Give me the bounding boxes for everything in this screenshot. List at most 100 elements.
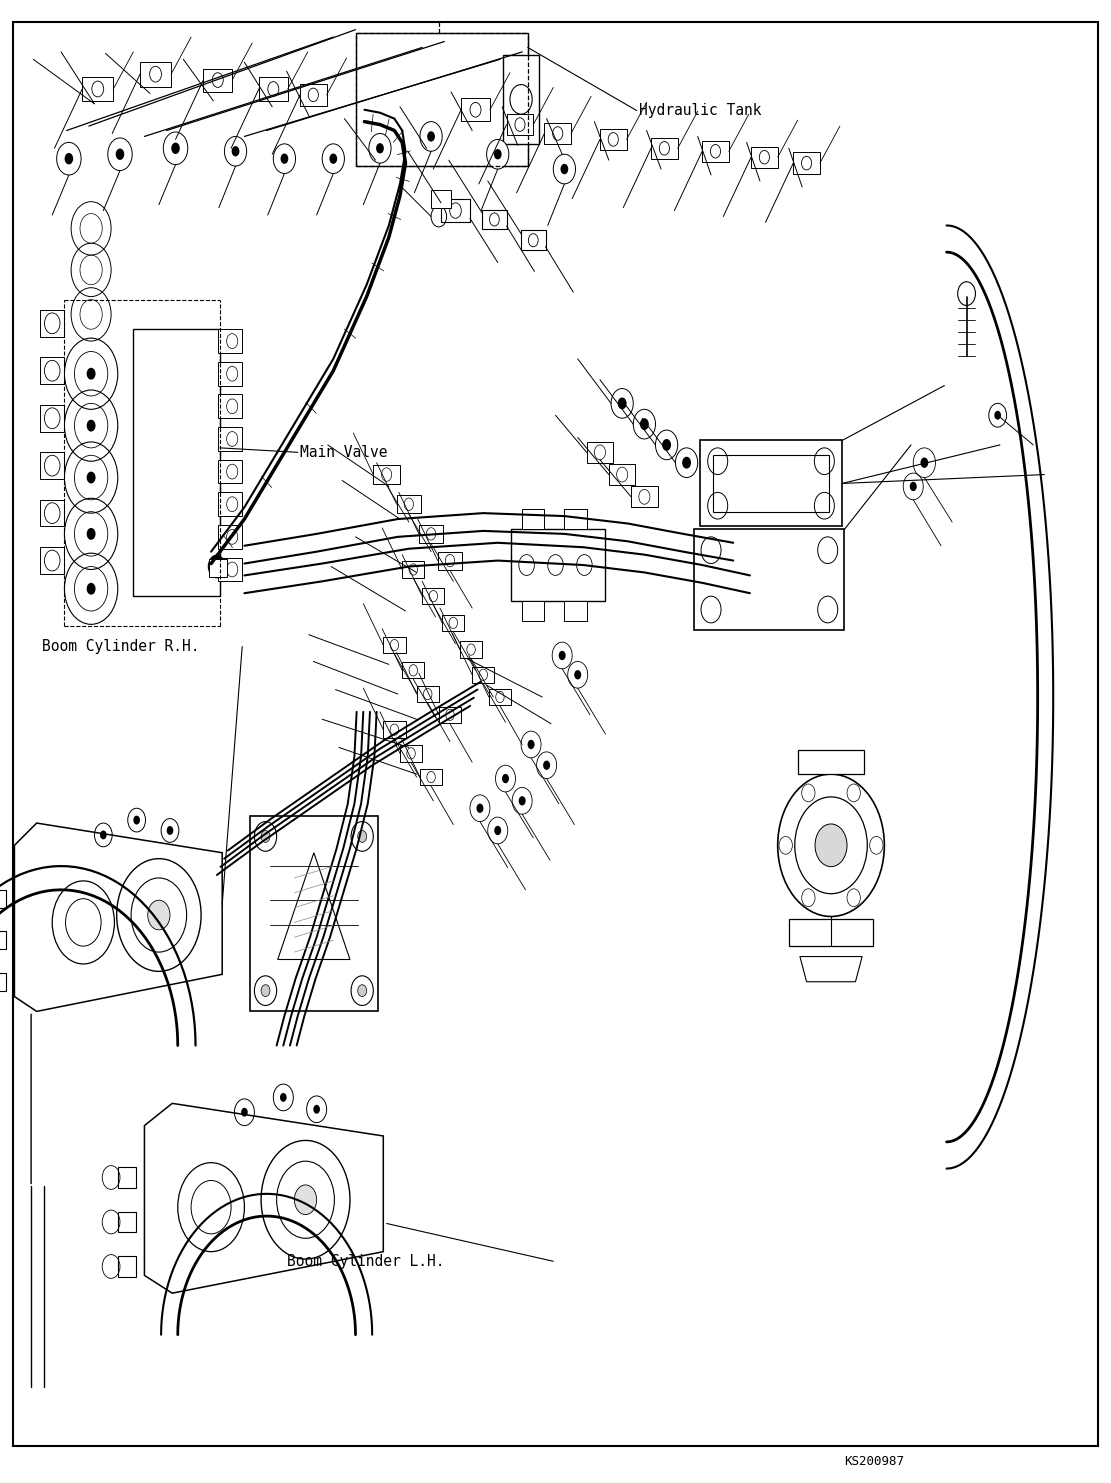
Bar [417, 685, 439, 701]
Bar [40, 405, 64, 432]
Circle shape [261, 985, 270, 997]
Circle shape [87, 420, 96, 432]
Bar [438, 552, 462, 569]
Bar [218, 492, 242, 516]
Bar [544, 123, 571, 144]
Circle shape [920, 457, 928, 469]
Bar [489, 688, 511, 704]
Circle shape [958, 282, 975, 305]
Bar [40, 452, 64, 479]
Circle shape [87, 368, 96, 380]
Circle shape [358, 830, 367, 842]
Bar [522, 509, 544, 529]
Bar [431, 190, 451, 208]
Bar [118, 1256, 136, 1277]
Bar [609, 464, 635, 485]
Circle shape [910, 482, 917, 491]
Bar [694, 529, 844, 630]
Text: Boom Cylinder R.H.: Boom Cylinder R.H. [42, 639, 200, 654]
Bar [631, 486, 658, 507]
Bar [402, 661, 424, 678]
Bar [402, 561, 424, 577]
Circle shape [100, 830, 107, 839]
Circle shape [994, 411, 1001, 420]
Bar [442, 614, 464, 632]
Circle shape [618, 397, 627, 409]
Circle shape [167, 826, 173, 835]
Bar [461, 98, 490, 122]
Bar [798, 750, 864, 774]
Bar [521, 230, 546, 251]
Circle shape [87, 583, 96, 595]
Bar [383, 721, 406, 737]
Circle shape [358, 985, 367, 997]
Circle shape [273, 144, 296, 174]
Circle shape [171, 142, 180, 154]
Bar [0, 973, 6, 991]
Circle shape [574, 670, 581, 679]
Bar [651, 138, 678, 159]
Bar [118, 1167, 136, 1188]
Bar [82, 77, 113, 101]
Bar [218, 427, 242, 451]
Text: Main Valve: Main Valve [300, 445, 388, 460]
Text: Boom Cylinder L.H.: Boom Cylinder L.H. [287, 1253, 444, 1269]
Bar [564, 509, 587, 529]
Circle shape [224, 136, 247, 166]
Circle shape [294, 1185, 317, 1215]
Bar [700, 440, 842, 526]
Bar [259, 77, 288, 101]
Bar [133, 329, 220, 596]
Circle shape [487, 139, 509, 169]
Circle shape [280, 1093, 287, 1102]
Circle shape [559, 651, 565, 660]
Bar [564, 601, 587, 621]
Circle shape [163, 132, 188, 165]
Circle shape [261, 830, 270, 842]
Bar [383, 638, 406, 653]
Bar [218, 460, 242, 483]
Bar [40, 357, 64, 384]
Circle shape [376, 144, 384, 153]
Bar [789, 919, 873, 946]
Circle shape [133, 816, 140, 825]
Bar [460, 641, 482, 657]
Bar [250, 816, 378, 1011]
Bar [503, 55, 539, 144]
Bar [218, 362, 242, 386]
Circle shape [148, 900, 170, 930]
Bar [713, 455, 829, 512]
Bar [356, 33, 528, 166]
Text: KS200987: KS200987 [844, 1455, 904, 1468]
Bar [140, 62, 171, 86]
Bar [40, 500, 64, 526]
Bar [397, 495, 421, 513]
Bar [482, 209, 507, 230]
Bar [420, 768, 442, 786]
Circle shape [208, 555, 226, 578]
Bar [400, 744, 422, 762]
Bar [472, 666, 494, 682]
Bar [40, 547, 64, 574]
Bar [40, 310, 64, 337]
Circle shape [108, 138, 132, 171]
Bar [373, 464, 400, 485]
Bar [441, 199, 470, 222]
Circle shape [682, 457, 691, 469]
Circle shape [560, 165, 569, 174]
Bar [702, 141, 729, 162]
Bar [600, 129, 627, 150]
Circle shape [116, 148, 124, 160]
Bar [0, 890, 6, 908]
Bar [439, 706, 461, 722]
Bar [203, 68, 232, 92]
Circle shape [494, 826, 501, 835]
Bar [218, 558, 242, 581]
Circle shape [57, 142, 81, 175]
Circle shape [528, 740, 534, 749]
Circle shape [329, 154, 338, 165]
Bar [507, 114, 533, 135]
Text: Hydraulic Tank: Hydraulic Tank [639, 102, 761, 119]
Circle shape [64, 153, 73, 165]
Circle shape [662, 439, 671, 451]
